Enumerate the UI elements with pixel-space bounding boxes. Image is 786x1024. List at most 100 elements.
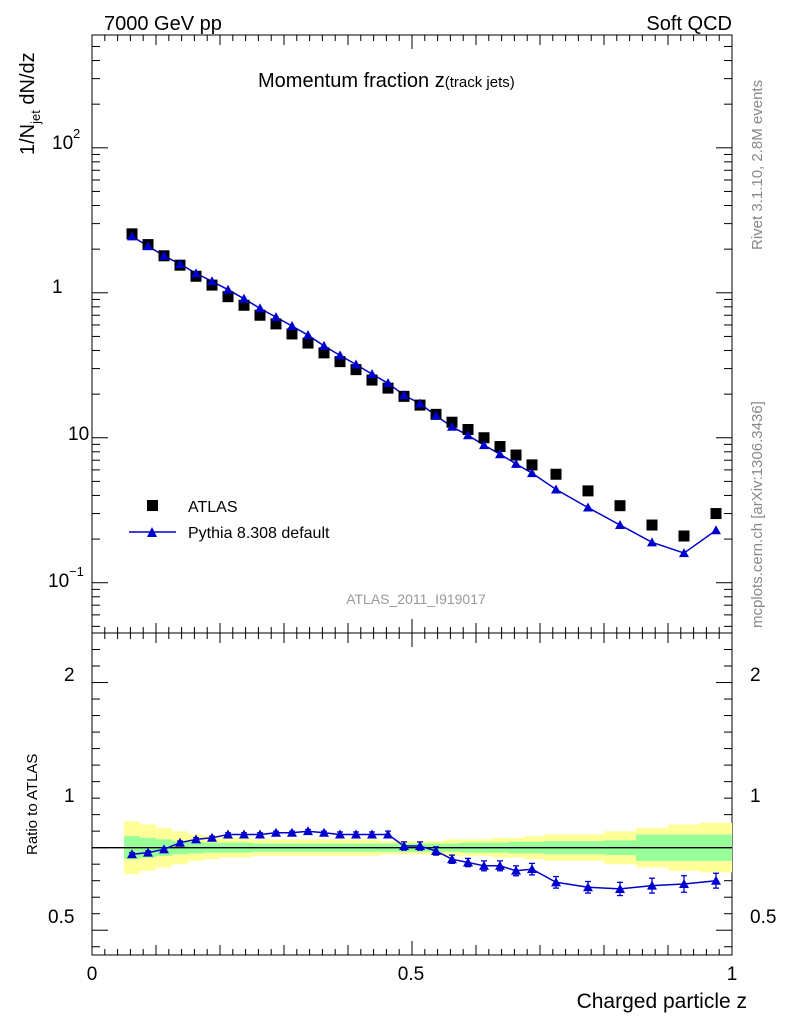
pythia-data-point [239,293,249,303]
ratio-panel-frame [91,632,733,956]
pythia-data-point [415,398,425,408]
atlas-data-point [350,364,362,376]
ytick-label-0.1: 10 [48,571,69,592]
ratio-ytick-label-0.5: 0.5 [48,907,74,928]
atlas-data-point [238,299,250,311]
ratio-pythia-point [367,829,377,839]
legend-pythia-label: Pythia 8.308 default [188,525,330,542]
atlas-data-point [582,485,594,497]
ratio-pythia-point [511,865,521,875]
ratio-pythia-point [399,841,409,851]
ratio-pythia-point [143,847,153,857]
xtick-label-0: 0 [87,964,98,985]
ratio-ytick-label-2: 2 [64,665,75,686]
atlas-data-point [462,424,474,436]
ratio-pythia-point [711,875,721,885]
pythia-data-point [127,231,137,241]
ratio-pythia-point [175,837,185,847]
atlas-data-point [254,309,266,321]
ratio-pythia-point [319,827,329,837]
ratio-pythia-point [495,860,505,870]
pythia-data-point [319,340,329,350]
ratio-pythia-point [463,857,473,867]
ratio-ytick-label-1: 1 [64,786,75,807]
ratio-pythia-point [431,845,441,855]
header-right: Soft QCD [646,13,732,35]
ratio-y-axis-label: Ratio to ATLAS [24,754,41,855]
atlas-data-point [550,468,562,480]
x-axis-label: Charged particle z [577,990,747,1013]
atlas-data-point [478,432,490,444]
legend-atlas-marker [147,500,158,511]
pythia-data-point [303,330,313,340]
pythia-data-point [175,258,185,268]
atlas-data-point [222,291,234,303]
pythia-data-point [351,359,361,369]
atlas-data-point [270,318,282,330]
pythia-data-point [271,312,281,322]
main-panel-frame [91,34,733,634]
ratio-pythia-point [527,864,537,874]
pythia-data-point [647,537,657,547]
source-label: mcplots.cern.ch [arXiv:1306.3436] [749,401,766,628]
pythia-data-point [287,321,297,331]
pythia-data-point [615,520,625,530]
legend-atlas-label: ATLAS [188,499,238,516]
pythia-data-point [223,284,233,294]
ytick-label-100: 10 [52,133,73,154]
ratio-pythia-point [127,849,137,859]
pythia-data-point [143,241,153,251]
ratio-pythia-point [415,841,425,851]
pythia-data-point [447,421,457,431]
pythia-data-point [551,484,561,494]
ratio-ytick-label-2-right: 2 [750,665,761,686]
atlas-data-point [526,459,538,471]
xtick-label-1: 1 [727,964,738,985]
pythia-data-point [679,548,689,558]
ratio-pythia-point [335,829,345,839]
pythia-data-point [383,378,393,388]
ratio-pythia-point [383,829,393,839]
pythia-data-point [191,268,201,278]
ratio-pythia-point [615,883,625,893]
atlas-data-point [302,337,314,349]
pythia-data-point [255,303,265,313]
ytick-power-2: 2 [73,126,80,141]
ratio-pythia-point [479,860,489,870]
ratio-pythia-point [191,834,201,844]
ratio-pythia-point [351,829,361,839]
pythia-data-point [367,369,377,379]
rivet-version-label: Rivet 3.1.10, 2.8M events [749,80,766,250]
ratio-pythia-point [223,829,233,839]
atlas-data-point [334,356,346,368]
ratio-pythia-point [239,829,249,839]
pythia-data-point [511,458,521,468]
analysis-watermark: ATLAS_2011_I919017 [346,591,486,607]
atlas-data-point [510,449,522,461]
pythia-data-point [463,430,473,440]
ratio-ytick-label-0.5-right: 0.5 [750,907,776,928]
ratio-pythia-point [647,880,657,890]
ratio-pythia-line [131,830,717,890]
ratio-pythia-point [159,844,169,854]
ytick-label-10: 1 [52,277,63,298]
atlas-data-point [710,508,722,520]
xtick-label-0.5: 0.5 [398,964,424,985]
ytick-label-1: 10 [68,424,89,445]
ratio-pythia-point [255,829,265,839]
atlas-data-point [382,382,394,394]
pythia-data-point [399,390,409,400]
ratio-pythia-point [583,882,593,892]
header-left: 7000 GeV pp [104,13,222,35]
atlas-data-point [318,347,330,359]
ratio-pythia-point [287,827,297,837]
pythia-data-point [583,502,593,512]
main-y-axis-label: 1/Njet dN/dz [17,52,43,155]
ratio-pythia-point [679,878,689,888]
legend-pythia-marker [147,527,157,537]
pythia-data-point [431,410,441,420]
ratio-pythia-point [447,854,457,864]
chart-marks [91,34,733,955]
ytick-power-minus1: −1 [69,564,84,579]
pythia-data-point [159,250,169,260]
